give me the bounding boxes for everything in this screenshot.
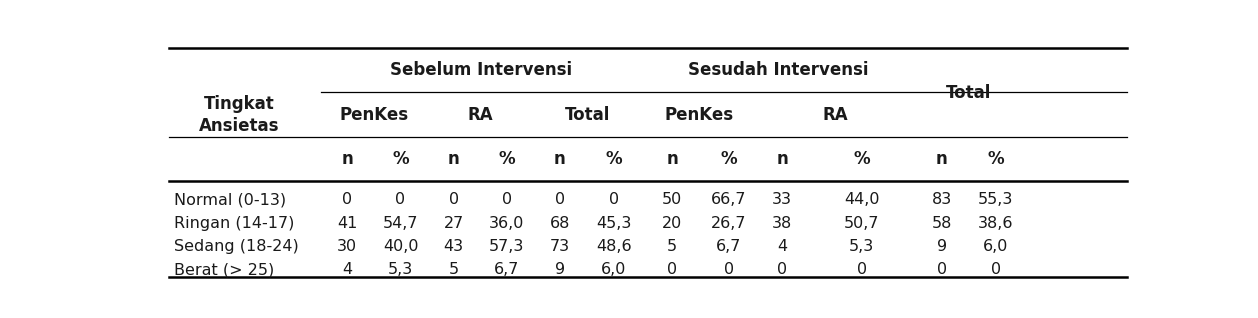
Text: PenKes: PenKes: [664, 106, 733, 124]
Text: 0: 0: [667, 262, 677, 277]
Text: n: n: [936, 150, 947, 168]
Text: %: %: [853, 150, 871, 168]
Text: 45,3: 45,3: [596, 216, 632, 231]
Text: 40,0: 40,0: [382, 239, 418, 254]
Text: n: n: [554, 150, 566, 168]
Text: %: %: [498, 150, 515, 168]
Text: 38: 38: [772, 216, 793, 231]
Text: 50,7: 50,7: [844, 216, 879, 231]
Text: n: n: [341, 150, 353, 168]
Text: 0: 0: [555, 192, 565, 207]
Text: 0: 0: [502, 192, 512, 207]
Text: 0: 0: [342, 192, 352, 207]
Text: 57,3: 57,3: [489, 239, 525, 254]
Text: Sedang (18-24): Sedang (18-24): [174, 239, 298, 254]
Text: 58: 58: [931, 216, 952, 231]
Text: 36,0: 36,0: [489, 216, 525, 231]
Text: RA: RA: [468, 106, 493, 124]
Text: 50: 50: [662, 192, 682, 207]
Text: %: %: [392, 150, 409, 168]
Text: %: %: [721, 150, 737, 168]
Text: 43: 43: [444, 239, 464, 254]
Text: 38,6: 38,6: [977, 216, 1014, 231]
Text: 44,0: 44,0: [844, 192, 879, 207]
Text: 6,7: 6,7: [716, 239, 742, 254]
Text: Sebelum Intervensi: Sebelum Intervensi: [390, 61, 572, 79]
Text: PenKes: PenKes: [340, 106, 409, 124]
Text: n: n: [667, 150, 678, 168]
Text: 6,7: 6,7: [494, 262, 520, 277]
Text: RA: RA: [823, 106, 848, 124]
Text: 4: 4: [342, 262, 352, 277]
Text: Total: Total: [946, 84, 991, 102]
Text: 0: 0: [449, 192, 459, 207]
Text: 0: 0: [936, 262, 947, 277]
Text: 55,3: 55,3: [977, 192, 1014, 207]
Text: 6,0: 6,0: [601, 262, 626, 277]
Text: 0: 0: [857, 262, 867, 277]
Text: 4: 4: [777, 239, 788, 254]
Text: 41: 41: [337, 216, 357, 231]
Text: 0: 0: [990, 262, 1001, 277]
Text: 0: 0: [725, 262, 735, 277]
Text: 5,3: 5,3: [849, 239, 874, 254]
Text: 0: 0: [609, 192, 619, 207]
Text: %: %: [605, 150, 623, 168]
Text: 54,7: 54,7: [382, 216, 418, 231]
Text: 5: 5: [449, 262, 459, 277]
Text: 73: 73: [550, 239, 570, 254]
Text: 83: 83: [931, 192, 952, 207]
Text: Total: Total: [565, 106, 610, 124]
Text: 5,3: 5,3: [387, 262, 413, 277]
Text: 68: 68: [550, 216, 570, 231]
Text: Ringan (14-17): Ringan (14-17): [174, 216, 294, 231]
Text: 0: 0: [395, 192, 405, 207]
Text: 26,7: 26,7: [711, 216, 747, 231]
Text: 20: 20: [662, 216, 682, 231]
Text: Berat (> 25): Berat (> 25): [174, 262, 274, 277]
Text: 5: 5: [667, 239, 677, 254]
Text: n: n: [448, 150, 459, 168]
Text: 48,6: 48,6: [596, 239, 632, 254]
Text: Normal (0-13): Normal (0-13): [174, 192, 286, 207]
Text: Tingkat
Ansietas: Tingkat Ansietas: [199, 94, 279, 135]
Text: 33: 33: [772, 192, 793, 207]
Text: 0: 0: [777, 262, 788, 277]
Text: 30: 30: [337, 239, 357, 254]
Text: 9: 9: [555, 262, 565, 277]
Text: 6,0: 6,0: [982, 239, 1009, 254]
Text: 66,7: 66,7: [711, 192, 747, 207]
Text: 9: 9: [936, 239, 947, 254]
Text: n: n: [776, 150, 788, 168]
Text: 27: 27: [444, 216, 464, 231]
Text: Sesudah Intervensi: Sesudah Intervensi: [688, 61, 868, 79]
Text: %: %: [988, 150, 1004, 168]
